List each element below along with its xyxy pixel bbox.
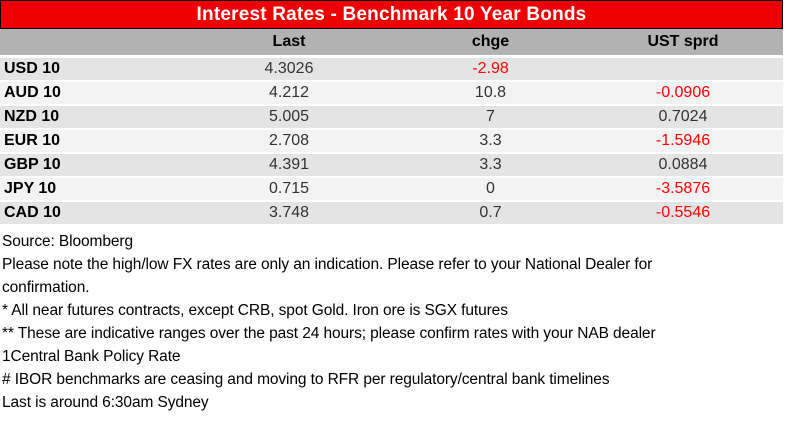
cell-ust-sprd: 0.7024 — [658, 108, 708, 125]
footnotes: Source: Bloomberg Please note the high/lo… — [0, 226, 788, 414]
cell-chge: 3.3 — [479, 156, 502, 173]
row-label: EUR 10 — [4, 132, 61, 149]
footnote-line: 1Central Bank Policy Rate — [2, 348, 181, 365]
cell-last: 0.715 — [268, 180, 310, 197]
row-label: JPY 10 — [4, 180, 57, 197]
cell-ust-sprd: 0.0884 — [658, 156, 708, 173]
table-title: Interest Rates - Benchmark 10 Year Bonds — [196, 3, 587, 25]
footnote-line: * All near futures contracts, except CRB… — [2, 302, 508, 319]
column-header-last: Last — [272, 33, 306, 50]
footnote-line: Last is around 6:30am Sydney — [2, 394, 209, 411]
table-row: JPY 10 0.715 0 -3.5876 — [0, 178, 783, 202]
cell-last: 4.391 — [268, 156, 310, 173]
cell-last: 4.212 — [268, 84, 310, 101]
cell-chge: -2.98 — [472, 60, 509, 77]
table-row: NZD 10 5.005 7 0.7024 — [0, 106, 783, 130]
cell-chge: 0.7 — [479, 204, 502, 221]
cell-last: 4.3026 — [264, 60, 314, 77]
row-label: CAD 10 — [4, 204, 61, 221]
cell-ust-sprd: -1.5946 — [655, 132, 711, 149]
cell-ust-sprd: -0.0906 — [655, 84, 711, 101]
table-title-banner: Interest Rates - Benchmark 10 Year Bonds — [0, 0, 783, 29]
rates-table: Interest Rates - Benchmark 10 Year Bonds… — [0, 0, 783, 226]
row-label: GBP 10 — [4, 156, 61, 173]
footnote-line: ** These are indicative ranges over the … — [2, 325, 656, 342]
cell-last: 5.005 — [268, 108, 310, 125]
table-header-row: Last chge UST sprd — [0, 29, 783, 55]
column-header-chge: chge — [471, 33, 510, 50]
footnote-line: Source: Bloomberg — [2, 233, 133, 250]
table-row: AUD 10 4.212 10.8 -0.0906 — [0, 82, 783, 106]
row-label: AUD 10 — [4, 84, 61, 101]
cell-ust-sprd: -3.5876 — [655, 180, 711, 197]
cell-last: 3.748 — [268, 204, 310, 221]
table-row: CAD 10 3.748 0.7 -0.5546 — [0, 202, 783, 226]
row-label: NZD 10 — [4, 108, 60, 125]
footnote-line: Please note the high/low FX rates are on… — [2, 256, 653, 273]
table-row: GBP 10 4.391 3.3 0.0884 — [0, 154, 783, 178]
table-row: EUR 10 2.708 3.3 -1.5946 — [0, 130, 783, 154]
cell-last: 2.708 — [268, 132, 310, 149]
table-body: USD 10 4.3026 -2.98 AUD 10 4.212 10.8 -0.0906 N… — [0, 58, 783, 226]
footnote-line: confirmation. — [2, 279, 90, 296]
cell-chge: 0 — [486, 180, 495, 197]
cell-chge: 7 — [486, 108, 495, 125]
column-header-ust-sprd: UST sprd — [647, 33, 719, 50]
table-row: USD 10 4.3026 -2.98 — [0, 58, 783, 82]
cell-chge: 3.3 — [479, 132, 502, 149]
cell-chge: 10.8 — [474, 84, 507, 101]
cell-ust-sprd: -0.5546 — [655, 204, 711, 221]
header-gap — [0, 55, 783, 58]
footnote-line: # IBOR benchmarks are ceasing and moving… — [2, 371, 610, 388]
row-label: USD 10 — [4, 60, 61, 77]
